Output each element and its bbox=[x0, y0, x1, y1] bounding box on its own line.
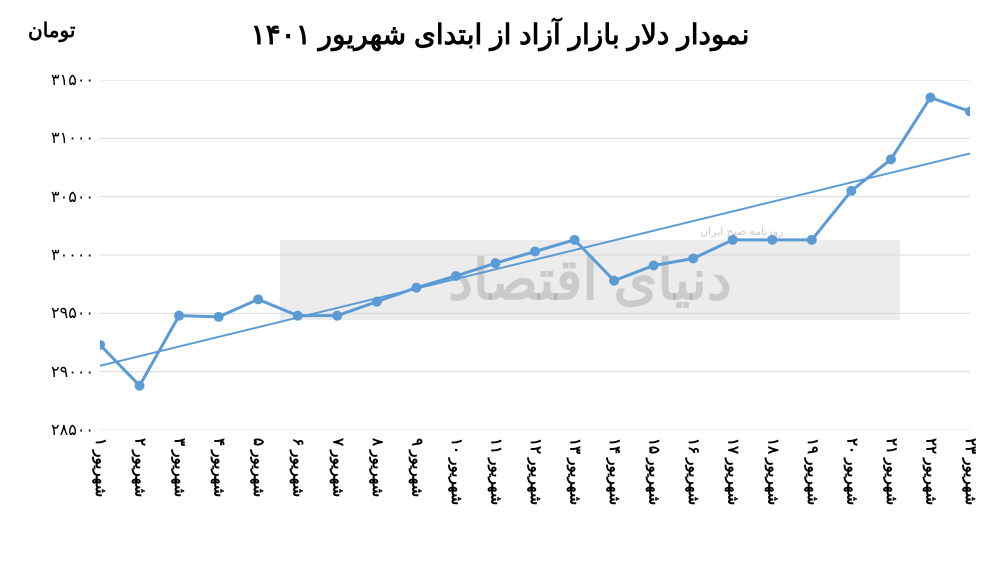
x-tick-label: شهریور ۲ bbox=[131, 438, 149, 497]
data-marker bbox=[570, 235, 580, 245]
data-marker bbox=[135, 381, 145, 391]
x-tick-label: شهریور ۱۴ bbox=[605, 438, 623, 505]
x-tick-label: شهریور ۹ bbox=[407, 438, 425, 497]
x-tick-label: شهریور ۷ bbox=[328, 438, 346, 497]
data-marker bbox=[332, 311, 342, 321]
x-axis-labels: شهریور ۱شهریور ۲شهریور ۳شهریور ۴شهریور ۵… bbox=[100, 438, 970, 568]
data-marker bbox=[649, 261, 659, 271]
x-tick-label: شهریور ۱۱ bbox=[486, 438, 504, 505]
x-tick-label: شهریور ۱۶ bbox=[684, 438, 702, 505]
x-tick-label: شهریور ۱۸ bbox=[763, 438, 781, 505]
y-axis-labels: ۲۸۵۰۰۲۹۰۰۰۲۹۵۰۰۳۰۰۰۰۳۰۵۰۰۳۱۰۰۰۳۱۵۰۰ bbox=[38, 80, 94, 430]
data-marker bbox=[293, 311, 303, 321]
data-line bbox=[100, 98, 970, 386]
x-tick-label: شهریور ۴ bbox=[210, 438, 228, 497]
data-marker bbox=[530, 247, 540, 257]
y-tick-label: ۳۰۵۰۰ bbox=[51, 187, 94, 207]
x-tick-label: شهریور ۱۰ bbox=[447, 438, 465, 505]
chart-title: نمودار دلار بازار آزاد از ابتدای شهریور … bbox=[0, 18, 1000, 51]
data-marker bbox=[807, 235, 817, 245]
x-tick-label: شهریور ۲۰ bbox=[842, 438, 860, 505]
x-tick-label: شهریور ۱۳ bbox=[566, 438, 584, 505]
data-marker bbox=[253, 294, 263, 304]
data-marker bbox=[411, 283, 421, 293]
data-marker bbox=[490, 258, 500, 268]
data-marker bbox=[886, 154, 896, 164]
y-tick-label: ۳۰۰۰۰ bbox=[51, 245, 94, 265]
x-tick-label: شهریور ۲۳ bbox=[961, 438, 979, 505]
data-marker bbox=[451, 271, 461, 281]
x-tick-label: شهریور ۱ bbox=[91, 438, 109, 497]
y-tick-label: ۳۱۵۰۰ bbox=[51, 70, 94, 90]
data-marker bbox=[965, 107, 970, 117]
data-marker bbox=[214, 312, 224, 322]
chart-container: نمودار دلار بازار آزاد از ابتدای شهریور … bbox=[0, 0, 1000, 574]
y-tick-label: ۲۸۵۰۰ bbox=[51, 420, 94, 440]
data-marker bbox=[767, 235, 777, 245]
x-tick-label: شهریور ۱۲ bbox=[526, 438, 544, 505]
y-tick-label: ۳۱۰۰۰ bbox=[51, 128, 94, 148]
trendline bbox=[100, 154, 970, 366]
data-marker bbox=[925, 93, 935, 103]
data-marker bbox=[728, 235, 738, 245]
x-tick-label: شهریور ۱۹ bbox=[803, 438, 821, 505]
x-tick-label: شهریور ۸ bbox=[368, 438, 386, 497]
x-tick-label: شهریور ۲۲ bbox=[921, 438, 939, 505]
y-tick-label: ۲۹۰۰۰ bbox=[51, 362, 94, 382]
data-marker bbox=[846, 186, 856, 196]
data-marker bbox=[688, 254, 698, 264]
chart-svg bbox=[100, 80, 970, 430]
data-marker bbox=[174, 311, 184, 321]
x-tick-label: شهریور ۵ bbox=[249, 438, 267, 497]
x-tick-label: شهریور ۶ bbox=[289, 438, 307, 497]
x-tick-label: شهریور ۲۱ bbox=[882, 438, 900, 505]
y-tick-label: ۲۹۵۰۰ bbox=[51, 303, 94, 323]
x-tick-label: شهریور ۱۵ bbox=[645, 438, 663, 505]
x-tick-label: شهریور ۳ bbox=[170, 438, 188, 497]
plot-area bbox=[100, 80, 970, 430]
data-marker bbox=[609, 276, 619, 286]
y-axis-title: تومان bbox=[28, 18, 75, 43]
data-marker bbox=[372, 297, 382, 307]
x-tick-label: شهریور ۱۷ bbox=[724, 438, 742, 505]
